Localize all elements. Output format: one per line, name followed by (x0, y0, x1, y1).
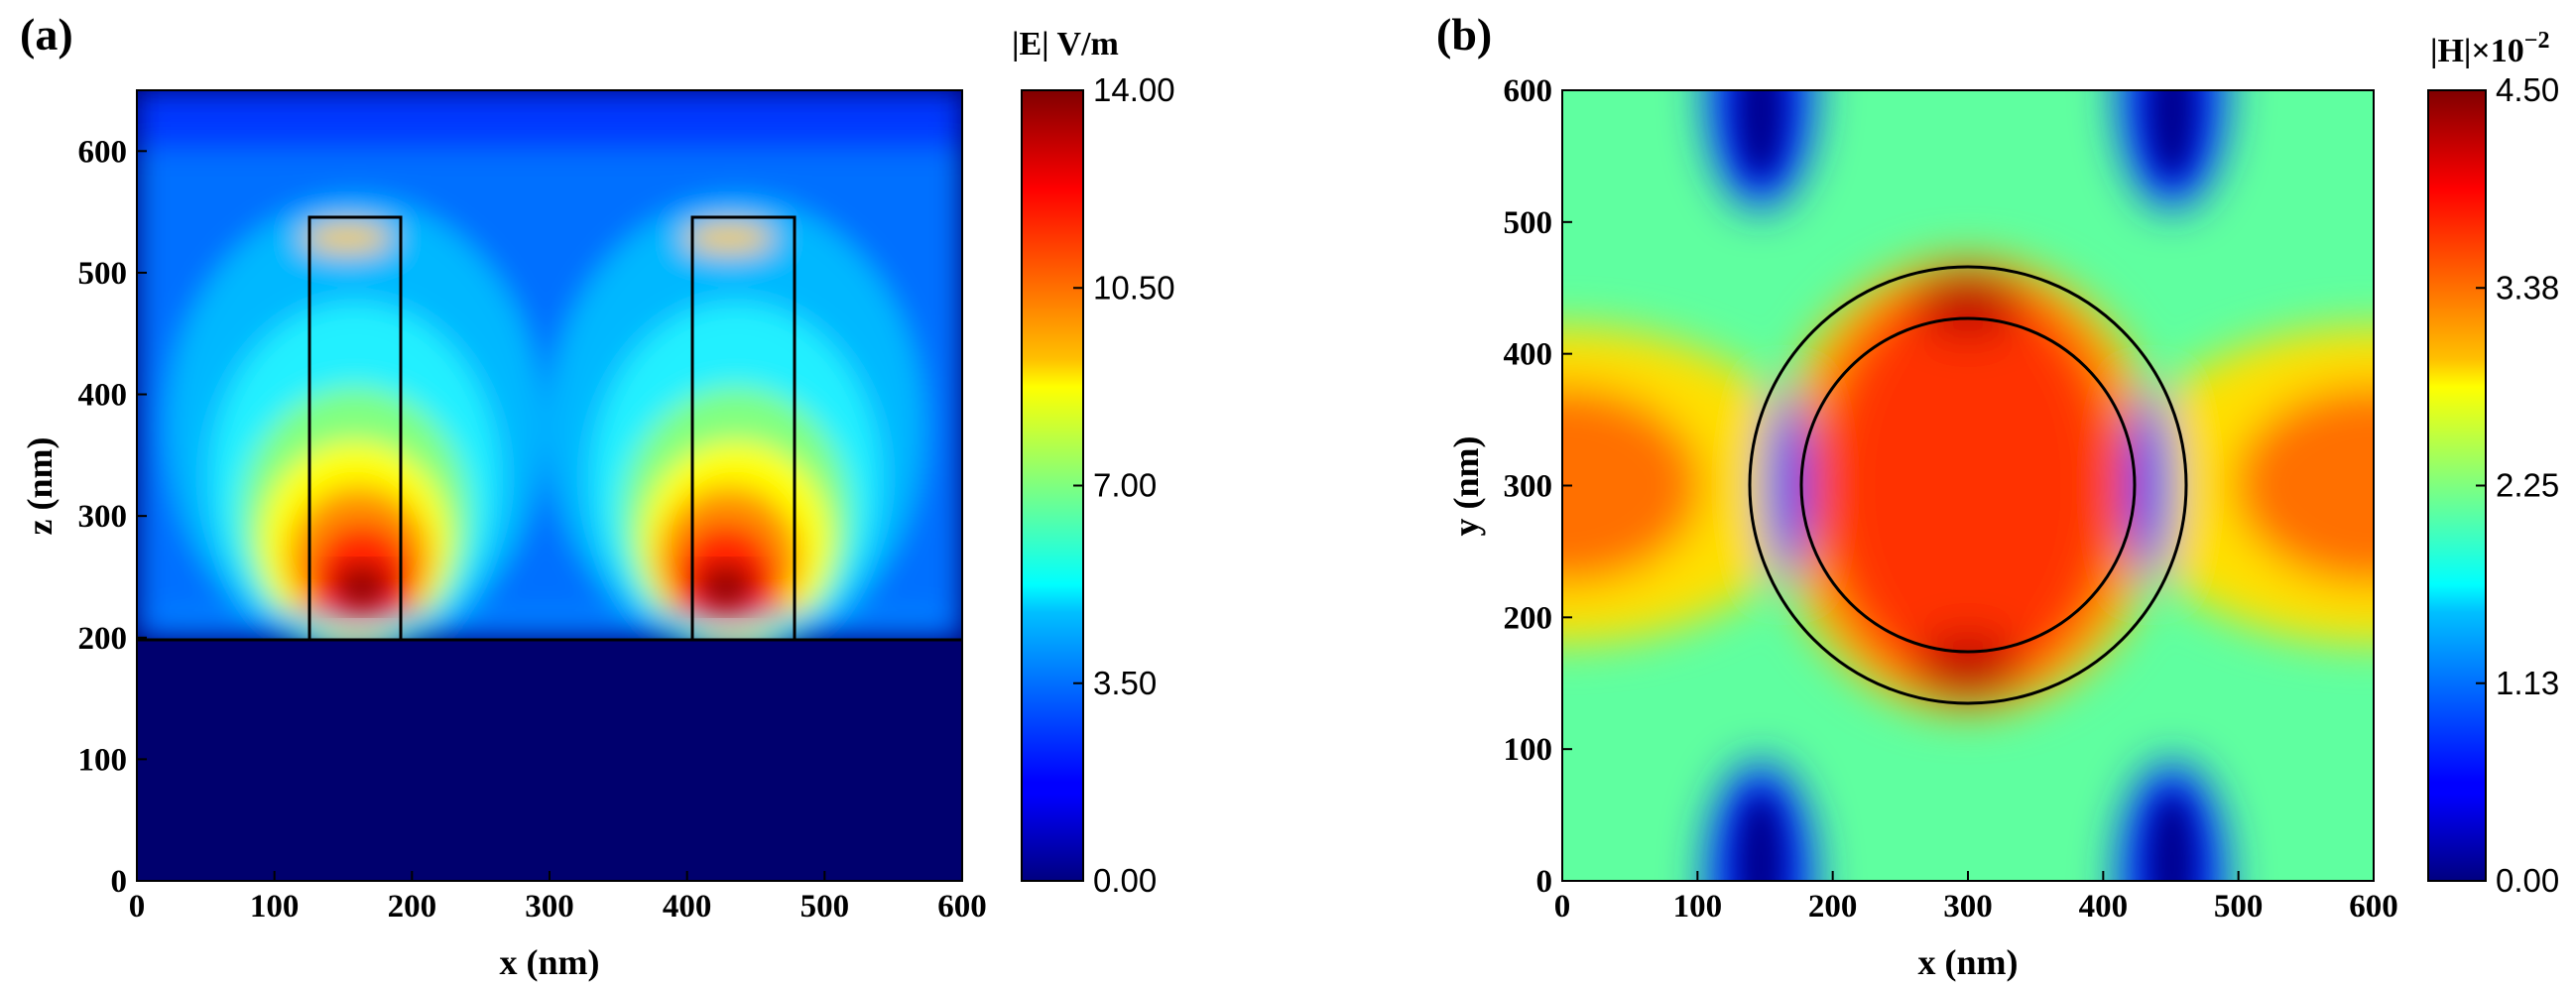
panel-b-colorbar (2427, 89, 2487, 882)
panel-a-cb-tick-label: 0.00 (1093, 862, 1157, 899)
inner-circle (1799, 316, 2137, 654)
panel-b-xtick-label: 0 (1554, 889, 1571, 925)
panel-a-cb-tick-label: 7.00 (1093, 467, 1157, 504)
panel-a-xtick-label: 0 (129, 889, 146, 925)
panel-b-ytick-label: 200 (1504, 600, 1553, 636)
panel-b-xtick-label: 200 (1808, 889, 1858, 925)
panel-b-ticks: 0 100 200 300 400 500 600 0 100 200 300 400 500 600 (1504, 73, 2398, 925)
panel-b-ytick-label: 600 (1504, 73, 1553, 109)
panel-a-ytick-label: 400 (78, 378, 128, 414)
panel-a-ytick-label: 500 (78, 256, 128, 292)
panel-a-xtick-label: 300 (525, 889, 574, 925)
panel-a-heatmap (137, 90, 962, 881)
panel-a-label: (a) (20, 9, 73, 60)
panel-b-ytick-label: 100 (1504, 732, 1553, 768)
panel-a-xlabel: x (nm) (500, 942, 600, 982)
panel-b-cb-tick-label: 2.25 (2496, 467, 2559, 504)
panel-b-xtick-label: 400 (2079, 889, 2129, 925)
panel-a-colorbar-ticks: 0.00 3.50 7.00 10.50 14.00 (1073, 71, 1175, 899)
panel-a-ytick-label: 300 (78, 499, 128, 535)
panel-a-xtick-label: 400 (663, 889, 712, 925)
panel-a-structure (137, 215, 962, 642)
panel-a-cb-tick-label: 3.50 (1093, 665, 1157, 701)
panel-b-cb-tick-label: 4.50 (2496, 71, 2559, 108)
panel-a-ytick-label: 600 (78, 134, 128, 170)
panel-a-colorbar (1021, 89, 1084, 882)
panel-a-cb-tick-label: 14.00 (1093, 71, 1175, 108)
panel-b-cb-tick-label: 1.13 (2496, 665, 2559, 701)
panel-b-label: (b) (1436, 9, 1492, 60)
panel-b-ylabel: y (nm) (1446, 436, 1486, 537)
panel-b-xtick-label: 600 (2349, 889, 2398, 925)
panel-a-ytick-label: 100 (78, 742, 128, 778)
outer-circle (1748, 265, 2188, 705)
panel-b-heatmap (1562, 90, 2374, 881)
panel-a-ytick-label: 200 (78, 621, 128, 657)
panel-b-xtick-label: 500 (2214, 889, 2264, 925)
panel-b-structure (1748, 265, 2188, 705)
panel-a-xtick-label: 100 (250, 889, 300, 925)
panel-a-colorbar-title: |E| V/m (1012, 26, 1119, 62)
panel-a-xtick-label: 500 (800, 889, 850, 925)
panel-b-ytick-label: 300 (1504, 469, 1553, 505)
panel-b-cb-tick-label: 3.38 (2496, 269, 2559, 306)
panel-b-cb-tick-label: 0.00 (2496, 862, 2559, 899)
panel-b-colorbar-title: |H|×10−2 (2430, 28, 2549, 69)
panel-b-ytick-label: 400 (1504, 337, 1553, 373)
panel-a-cb-tick-label: 10.50 (1093, 269, 1175, 306)
panel-a-ytick-label: 0 (111, 864, 128, 900)
panel-b-xlabel: x (nm) (1918, 942, 2019, 982)
panel-a-ticks: 0 100 200 300 400 500 600 0 100 200 300 400 500 600 (78, 134, 987, 925)
panel-b-xtick-label: 100 (1673, 889, 1723, 925)
panel-a-xtick-label: 200 (388, 889, 437, 925)
panel-a-xtick-label: 600 (937, 889, 987, 925)
panel-a-ylabel: z (nm) (20, 437, 60, 536)
panel-b-ytick-label: 500 (1504, 205, 1553, 241)
panel-b-xtick-label: 300 (1943, 889, 1993, 925)
panel-b-ytick-label: 0 (1536, 864, 1553, 900)
panel-b-colorbar-ticks: 0.00 1.13 2.25 3.38 4.50 (2476, 71, 2559, 899)
